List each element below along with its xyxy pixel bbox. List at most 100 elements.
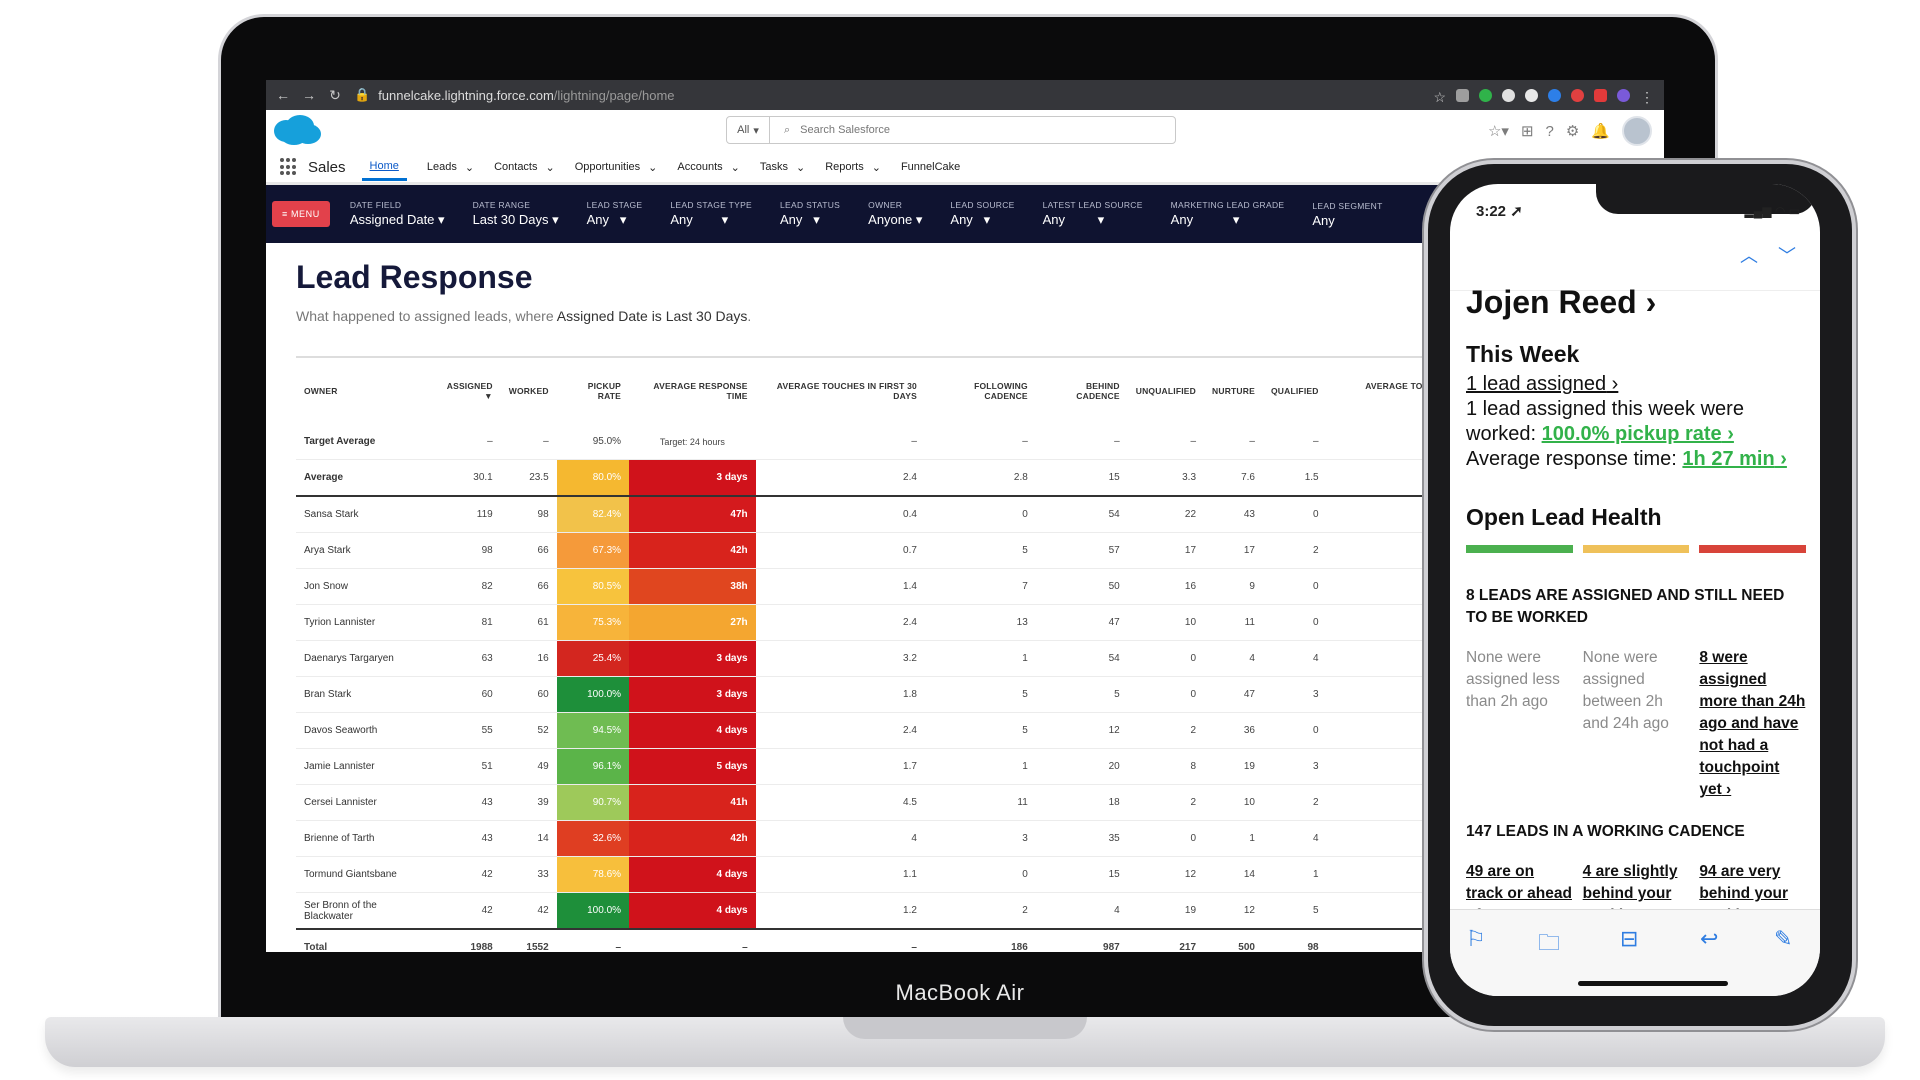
salesforce-logo[interactable] [272, 114, 322, 146]
nav-tab-funnelcake[interactable]: FunnelCake [901, 161, 960, 173]
owner-cell[interactable]: Bran Stark [296, 676, 429, 713]
search-scope-select[interactable]: All ▾ [727, 117, 770, 143]
back-icon[interactable]: ← [276, 87, 290, 103]
response-time-link[interactable]: 1h 27 min › [1682, 448, 1787, 470]
table-cell: 22 [1127, 496, 1205, 533]
owner-cell[interactable]: Davos Seaworth [296, 712, 429, 749]
flag-icon[interactable]: ⚐ [1466, 926, 1486, 951]
search-placeholder: Search Salesforce [800, 124, 891, 136]
owner-cell[interactable]: Total [304, 942, 328, 952]
owner-cell[interactable]: Daenarys Targaryen [296, 640, 429, 677]
bell-icon[interactable]: 🔔 [1591, 123, 1610, 140]
filter-marketing-lead-grade[interactable]: MARKETING LEAD GRADE Any ▾ [1171, 200, 1285, 228]
table-cell: 82 [428, 568, 501, 605]
filter-latest-lead-source[interactable]: LATEST LEAD SOURCE Any ▾ [1043, 200, 1143, 228]
lead-assigned-link[interactable]: 1 lead assigned › [1466, 373, 1619, 395]
nav-tab-label: Reports [825, 161, 864, 173]
owner-cell[interactable]: Cersei Lannister [296, 784, 429, 821]
reply-icon[interactable]: ↩ [1700, 926, 1719, 951]
avatar[interactable] [1622, 116, 1652, 146]
owner-cell[interactable]: Brienne of Tarth [296, 820, 429, 857]
nav-tab-reports[interactable]: Reports ⌄ [825, 161, 881, 174]
table-cell: 54 [1035, 640, 1128, 677]
extension-icon[interactable] [1594, 88, 1607, 102]
owner-cell[interactable]: Tormund Giantsbane [296, 856, 429, 893]
chevron-down-icon[interactable]: ⌄ [648, 161, 658, 174]
filter-lead-stage[interactable]: LEAD STAGE Any ▾ [587, 200, 643, 228]
chevron-down-icon[interactable]: ⌄ [464, 161, 475, 174]
nav-tab-opportunities[interactable]: Opportunities ⌄ [575, 161, 658, 174]
chevron-down-icon[interactable]: ⌄ [730, 161, 740, 174]
chevron-down-icon[interactable]: ⌄ [545, 161, 555, 174]
filter-date-range[interactable]: DATE RANGE Last 30 Days ▾ [473, 200, 559, 228]
kebab-menu-icon[interactable]: ⋮ [1640, 88, 1654, 105]
status-time-text: 3:22 [1476, 203, 1507, 220]
filter-date-field[interactable]: DATE FIELD Assigned Date ▾ [350, 200, 445, 228]
owner-name[interactable]: Jojen Reed › [1466, 284, 1657, 320]
table-cell: 35 [1035, 820, 1128, 857]
pickup-rate-link[interactable]: 100.0% pickup rate › [1541, 423, 1734, 445]
table-cell: 66 [500, 532, 557, 569]
filter-owner[interactable]: OWNER Anyone ▾ [868, 200, 922, 228]
menu-button[interactable]: ≡ MENU [272, 201, 330, 227]
archive-icon[interactable]: ⊟ [1620, 926, 1639, 951]
folder-icon[interactable]: 🗀 [1538, 930, 1561, 955]
wifi-icon: ◠ [1774, 204, 1786, 218]
gear-icon[interactable]: ⚙ [1565, 123, 1580, 140]
forward-icon[interactable]: → [302, 87, 316, 103]
app-launcher-icon[interactable] [280, 158, 298, 176]
nav-tab-contacts[interactable]: Contacts ⌄ [494, 161, 555, 174]
table-cell: 4.5 [755, 784, 925, 821]
owner-cell[interactable]: Target Average [296, 424, 429, 460]
table-cell: – [1204, 424, 1263, 460]
nav-tab-tasks[interactable]: Tasks ⌄ [760, 161, 805, 174]
owner-cell[interactable]: Ser Bronn of the Blackwater [296, 892, 429, 930]
address-bar[interactable]: 🔒 funnelcake.lightning.force.com/lightni… [354, 87, 1421, 103]
owner-cell[interactable]: Tyrion Lannister [296, 604, 429, 641]
unworked-col-3-link[interactable]: 8 were assigned more than 24h ago and ha… [1699, 649, 1806, 798]
owner-cell[interactable]: Jon Snow [296, 568, 429, 605]
filter-lead-source[interactable]: LEAD SOURCE Any ▾ [950, 200, 1014, 228]
column-header[interactable]: ASSIGNED ▼ [428, 356, 501, 424]
lead-response-table: OWNER ASSIGNED ▼ WORKED PICKUP RATE AVERAGE … [296, 356, 1476, 952]
extension-icon[interactable] [1502, 88, 1515, 102]
app-nav: Sales Home Leads ⌄ Contacts ⌄ Opportunitie… [266, 152, 1664, 185]
owner-cell[interactable]: Jamie Lannister [296, 748, 429, 785]
nav-tab-label: FunnelCake [900, 161, 961, 173]
filter-lead-stage-type[interactable]: LEAD STAGE TYPE Any ▾ [670, 200, 752, 228]
favorites-star-icon[interactable]: ☆▾ [1487, 123, 1509, 140]
table-cell: 0 [1127, 676, 1205, 713]
nav-tab-accounts[interactable]: Accounts ⌄ [677, 161, 739, 174]
filter-label: LEAD STAGE TYPE [670, 200, 753, 210]
profile-icon[interactable] [1617, 88, 1630, 102]
extension-icon[interactable] [1456, 88, 1469, 102]
owner-cell[interactable]: Arya Stark [296, 532, 429, 569]
extension-icon[interactable] [1525, 88, 1538, 102]
table-cell: 13 [924, 604, 1036, 641]
chevron-down-icon[interactable]: ﹀ [1778, 246, 1796, 266]
owner-cell[interactable]: Average [296, 459, 429, 497]
extension-icon[interactable] [1571, 88, 1584, 102]
filter-lead-status[interactable]: LEAD STATUS Any ▾ [780, 200, 840, 228]
extension-icon[interactable] [1479, 88, 1492, 102]
home-indicator [1578, 981, 1728, 986]
chevron-down-icon[interactable]: ⌄ [871, 161, 881, 174]
add-icon[interactable]: ⊞ [1520, 123, 1534, 140]
filter-lead-segment[interactable]: LEAD SEGMENT Any [1312, 201, 1382, 228]
global-search[interactable]: All ▾ ⌕ Search Salesforce [726, 116, 1176, 144]
nav-tab-leads[interactable]: Leads ⌄ [427, 161, 474, 174]
star-icon[interactable]: ☆ [1433, 88, 1446, 105]
extension-icon[interactable] [1548, 88, 1561, 102]
chevron-up-icon[interactable]: ︿ [1740, 246, 1758, 266]
help-icon[interactable]: ? [1545, 122, 1554, 140]
table-cell: 42 [500, 892, 557, 930]
table-cell: 33 [500, 856, 557, 893]
owner-cell[interactable]: Sansa Stark [296, 496, 429, 533]
nav-tab-home[interactable]: Home [361, 154, 407, 181]
table-cell: 1.5 [1262, 459, 1327, 497]
filter-label: MARKETING LEAD GRADE [1170, 200, 1285, 210]
compose-icon[interactable]: ✎ [1774, 926, 1793, 951]
reload-icon[interactable]: ↻ [329, 86, 341, 103]
filter-label: LEAD SOURCE [950, 200, 1015, 210]
chevron-down-icon[interactable]: ⌄ [795, 161, 806, 174]
